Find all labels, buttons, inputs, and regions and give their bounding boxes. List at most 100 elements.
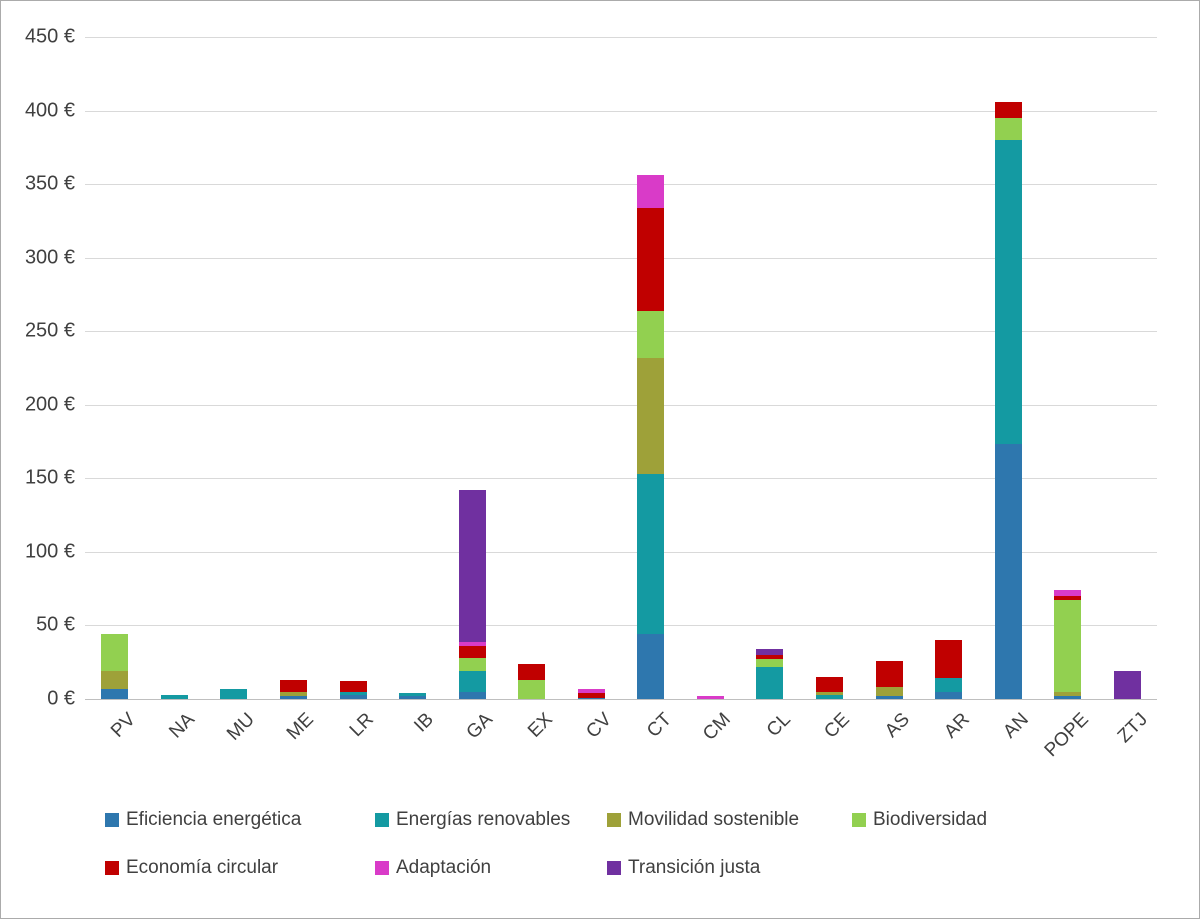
bar-segment-eficiencia-energética [577, 697, 605, 699]
bar-segment-energías-renovables [458, 671, 486, 692]
gridline [85, 551, 1157, 553]
bar-segment-movilidad-sostenible [101, 671, 129, 689]
bar-segment-economía-circular [756, 654, 784, 660]
bar-segment-biodiversidad [518, 679, 546, 699]
bar-segment-energías-renovables [160, 694, 188, 699]
x-axis-label: AS [881, 709, 914, 742]
y-axis-label: 300 € [24, 246, 75, 269]
x-axis-label: CE [820, 709, 855, 743]
legend-swatch [852, 813, 866, 827]
bar-segment-biodiversidad [1054, 600, 1082, 692]
legend: Eficiencia energética Energías renovables… [105, 809, 987, 879]
bar-segment-economía-circular [815, 676, 843, 692]
legend-label: Biodiversidad [873, 809, 988, 830]
bar-segment-economía-circular [458, 646, 486, 658]
x-axis-label: IB [409, 709, 438, 737]
y-axis-label: 0 € [47, 687, 75, 710]
legend-item: Transición justa [607, 857, 852, 879]
bar-segment-economía-circular [994, 101, 1022, 118]
x-axis-label: PV [106, 709, 140, 742]
x-axis-label: NA [165, 709, 200, 743]
bar-segment-economía-circular [577, 693, 605, 698]
x-axis-label: CL [762, 709, 795, 742]
bar-ce [815, 676, 843, 699]
bar-segment-movilidad-sostenible [279, 691, 307, 697]
bar-segment-energías-renovables [399, 693, 427, 697]
y-axis-label: 150 € [24, 466, 75, 489]
x-axis-line [85, 699, 1157, 700]
gridline [85, 110, 1157, 112]
gridline [85, 331, 1157, 333]
bar-segment-adaptación [458, 641, 486, 647]
bar-segment-energías-renovables [756, 666, 784, 699]
legend-item: Adaptación [375, 857, 607, 879]
x-axis-label: POPE [1040, 709, 1093, 762]
x-axis-label: CT [642, 709, 676, 742]
bar-segment-energías-renovables [994, 139, 1022, 445]
x-axis-label: LR [345, 709, 378, 742]
legend-item: Biodiversidad [852, 809, 987, 831]
bar-segment-economía-circular [637, 207, 665, 311]
bar-ar [935, 640, 963, 699]
gridline [85, 37, 1157, 38]
legend-swatch [607, 861, 621, 875]
x-axis-label: ZTJ [1114, 709, 1153, 747]
bar-segment-adaptación [577, 688, 605, 694]
bar-segment-eficiencia-energética [399, 696, 427, 699]
y-axis-label: 450 € [24, 25, 75, 48]
bar-segment-movilidad-sostenible [815, 691, 843, 695]
y-axis-label: 350 € [24, 172, 75, 195]
bar-pope [1054, 590, 1082, 699]
x-axis-label: MU [222, 709, 259, 745]
legend-label: Energías renovables [396, 809, 571, 830]
x-axis-label: CM [699, 709, 736, 745]
bar-mu [220, 688, 248, 699]
bar-segment-eficiencia-energética [994, 444, 1022, 699]
bar-segment-biodiversidad [756, 659, 784, 667]
bar-segment-eficiencia-energética [1054, 696, 1082, 699]
legend-swatch [375, 861, 389, 875]
bar-pv [101, 634, 129, 699]
bar-cm [696, 696, 724, 699]
x-axis-label: CV [582, 709, 617, 743]
legend-label: Movilidad sostenible [628, 809, 800, 830]
legend-label: Eficiencia energética [126, 809, 302, 830]
bar-segment-economía-circular [1054, 596, 1082, 601]
bar-segment-economía-circular [935, 640, 963, 679]
bar-segment-movilidad-sostenible [1054, 691, 1082, 697]
bar-segment-eficiencia-energética [279, 696, 307, 699]
bar-cl [756, 649, 784, 699]
bar-segment-adaptación [1054, 590, 1082, 597]
bar-na [160, 694, 188, 699]
bar-segment-economía-circular [339, 681, 367, 692]
legend-item: Movilidad sostenible [607, 809, 852, 831]
x-axis-label: GA [462, 709, 497, 744]
y-axis-label: 100 € [24, 540, 75, 563]
bar-segment-economía-circular [279, 679, 307, 692]
legend-item: Energías renovables [375, 809, 607, 831]
legend-label: Economía circular [126, 857, 279, 878]
bar-cv [577, 688, 605, 699]
bar-segment-eficiencia-energética [339, 694, 367, 699]
bar-segment-eficiencia-energética [875, 696, 903, 699]
bar-segment-energías-renovables [220, 688, 248, 699]
bar-segment-adaptación [637, 175, 665, 208]
bar-ib [399, 693, 427, 699]
bar-segment-transición-justa [756, 649, 784, 655]
bar-segment-transición-justa [1113, 671, 1141, 699]
x-axis-label: ME [283, 709, 319, 745]
gridline [85, 625, 1157, 627]
bar-segment-biodiversidad [994, 117, 1022, 140]
bar-segment-eficiencia-energética [935, 691, 963, 699]
legend-item: Eficiencia energética [105, 809, 375, 831]
bar-ct [637, 175, 665, 699]
bar-segment-biodiversidad [101, 634, 129, 672]
bar-segment-movilidad-sostenible [637, 357, 665, 474]
bar-segment-eficiencia-energética [458, 691, 486, 699]
bar-me [279, 679, 307, 699]
bar-ga [458, 490, 486, 699]
legend-swatch [375, 813, 389, 827]
bar-segment-eficiencia-energética [101, 688, 129, 699]
